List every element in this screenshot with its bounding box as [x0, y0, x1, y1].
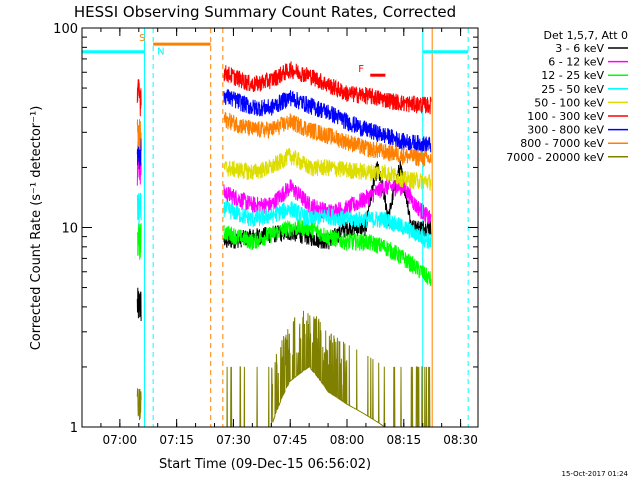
trace-segment: [223, 61, 432, 115]
annotation-label-n: N: [157, 47, 164, 58]
y-tick-label: 10: [61, 222, 78, 237]
trace-segment: [223, 147, 432, 191]
legend-label: 300 - 800 keV: [527, 124, 604, 137]
y-tick-label: 100: [53, 22, 78, 37]
y-axis-label: Corrected Count Rate (s⁻¹ detector⁻¹): [29, 106, 44, 351]
x-tick-label: 07:30: [216, 433, 251, 447]
legend-label: 3 - 6 keV: [555, 42, 604, 55]
series-100-300-kev: [136, 61, 432, 117]
trace-segment: [136, 192, 142, 228]
annotation-label-s: S: [139, 33, 145, 44]
series-800-7000-kev: [136, 111, 432, 168]
trace-segment: [136, 388, 142, 421]
series-6-12-kev: [136, 149, 432, 225]
trace-segment: [223, 178, 432, 225]
legend-label: 12 - 25 keV: [541, 69, 604, 82]
series-300-800-kev: [136, 89, 432, 170]
x-tick-label: 07:00: [103, 433, 138, 447]
trace-segment: [136, 223, 142, 260]
x-axis-label: Start Time (09-Dec-15 06:56:02): [159, 457, 371, 472]
chart-title: HESSI Observing Summary Count Rates, Cor…: [74, 3, 456, 21]
legend-label: 25 - 50 keV: [541, 83, 604, 96]
x-tick-label: 07:15: [159, 433, 194, 447]
legend-header: Det 1,5,7, Att 0: [544, 29, 628, 42]
series-50-100-kev: [223, 147, 432, 191]
legend-label: 100 - 300 keV: [527, 110, 604, 123]
annotation-label-f: F: [358, 64, 364, 75]
trace-segment: [136, 119, 142, 150]
trace-segment: [136, 79, 142, 117]
trace-segment: [224, 310, 431, 428]
legend-label: 7000 - 20000 keV: [506, 151, 604, 164]
trace-segment: [223, 200, 432, 249]
x-tick-label: 08:30: [443, 433, 478, 447]
trace-segment: [223, 219, 432, 287]
trace-segment: [223, 89, 432, 153]
legend-label: 50 - 100 keV: [534, 96, 604, 109]
series-25-50-kev: [136, 192, 432, 249]
x-tick-label: 07:45: [273, 433, 308, 447]
footer-date: 15-Oct-2017 01:24: [562, 470, 629, 478]
legend-label: 6 - 12 keV: [548, 56, 604, 69]
trace-segment: [136, 287, 142, 322]
trace-segment: [136, 132, 142, 170]
series-12-25-kev: [136, 219, 432, 287]
x-tick-label: 08:00: [330, 433, 365, 447]
x-tick-label: 08:15: [387, 433, 422, 447]
trace-segment: [136, 149, 142, 186]
y-tick-label: 1: [70, 421, 78, 436]
trace-segment: [223, 111, 432, 168]
axis-ticks: 07:00 07:15 07:30 07:45 08:00 08:15 08:30 1 10 10…: [53, 22, 478, 447]
series-7000-20000-kev: [136, 310, 431, 428]
legend-label: 800 - 7000 keV: [520, 137, 604, 150]
plot-area: S N F: [82, 28, 469, 428]
